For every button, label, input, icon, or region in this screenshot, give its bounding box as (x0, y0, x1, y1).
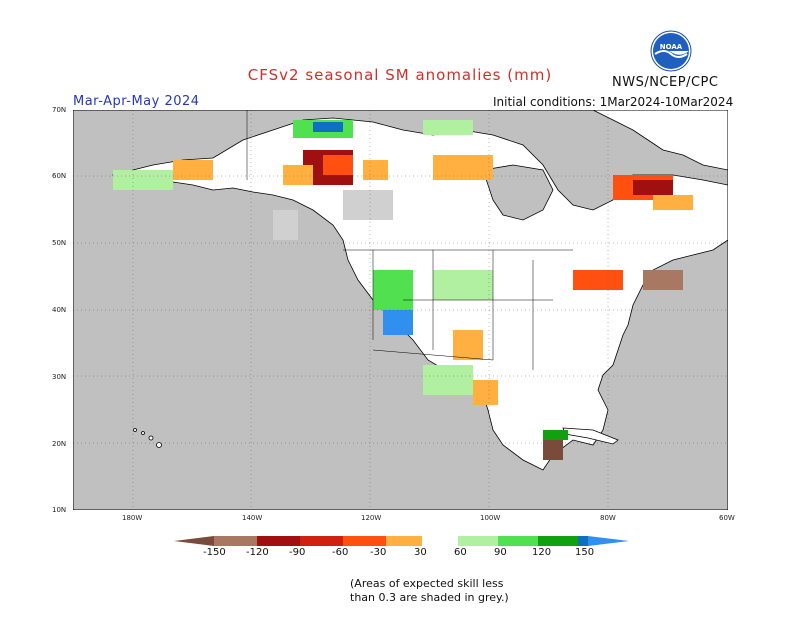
anomaly-patch (423, 120, 473, 135)
anomaly-patch (653, 195, 693, 210)
skill-note-line-1: (Areas of expected skill less (350, 577, 504, 590)
anomaly-patch (473, 380, 498, 405)
anomaly-patch (453, 330, 483, 360)
boundaries (246, 110, 573, 370)
lon-label: 80W (600, 514, 616, 522)
graticule (73, 110, 728, 510)
anomaly-patch (323, 155, 353, 175)
legend-label: -90 (289, 547, 306, 558)
anomaly-patch (113, 170, 173, 190)
anomaly-patch (383, 310, 413, 335)
anomaly-patch (433, 270, 493, 300)
lat-label: 50N (52, 239, 67, 247)
legend-colorbar (174, 536, 629, 546)
lat-label: 60N (52, 172, 67, 180)
legend-label: -60 (332, 547, 349, 558)
lat-label: 30N (52, 373, 67, 381)
lat-label: 20N (52, 440, 67, 448)
legend-label: -30 (370, 547, 387, 558)
legend-label: 120 (532, 547, 552, 558)
legend-arrow-right (588, 536, 629, 546)
season-label: Mar-Apr-May 2024 (73, 94, 200, 109)
lon-label: 180W (122, 514, 143, 522)
legend-label: -120 (246, 547, 269, 558)
legend-swatch (538, 536, 578, 546)
anomaly-patch (633, 180, 673, 195)
anomaly-patches (113, 120, 693, 460)
anomaly-patch (423, 365, 473, 395)
lat-label: 10N (52, 506, 67, 514)
lon-label: 100W (480, 514, 501, 522)
anomaly-patch (313, 122, 343, 132)
legend-label: 150 (575, 547, 595, 558)
legend-swatch (343, 536, 386, 546)
anomaly-patch (543, 435, 563, 460)
lon-label: 60W (719, 514, 735, 522)
anomaly-patch (373, 270, 413, 310)
anomaly-map (73, 110, 728, 510)
legend-label: 90 (494, 547, 507, 558)
legend-swatch (422, 536, 458, 546)
anomaly-patch (643, 270, 683, 290)
noaa-logo: NOAA (650, 30, 692, 72)
initial-conditions-label: Initial conditions: 1Mar2024-10Mar2024 (493, 95, 734, 109)
anomaly-patch (283, 165, 313, 185)
legend-label: -150 (203, 547, 226, 558)
anomaly-patch (273, 210, 298, 240)
lat-label: 40N (52, 306, 67, 314)
anomaly-patch (543, 430, 568, 440)
agency-label: NWS/NCEP/CPC (612, 75, 719, 90)
legend-swatch (578, 536, 588, 546)
lon-label: 120W (361, 514, 382, 522)
anomaly-patch (573, 270, 623, 290)
legend-label: 60 (454, 547, 467, 558)
anomaly-patch (433, 155, 493, 180)
legend-swatch (458, 536, 498, 546)
legend-swatch (498, 536, 538, 546)
anomaly-patch (363, 160, 388, 180)
legend-swatch (386, 536, 422, 546)
legend-swatch (214, 536, 257, 546)
lon-label: 140W (242, 514, 263, 522)
anomaly-patch (343, 190, 393, 220)
legend-arrow-left (174, 536, 214, 546)
anomaly-patch (173, 160, 213, 180)
legend-swatch (257, 536, 300, 546)
legend-swatch (300, 536, 343, 546)
legend-label: 30 (414, 547, 427, 558)
logo-text: NOAA (660, 43, 683, 51)
land-masses (111, 110, 728, 471)
map-title: CFSv2 seasonal SM anomalies (mm) (247, 66, 553, 84)
skill-note-line-2: than 0.3 are shaded in grey.) (350, 591, 509, 604)
lat-label: 70N (52, 106, 67, 114)
